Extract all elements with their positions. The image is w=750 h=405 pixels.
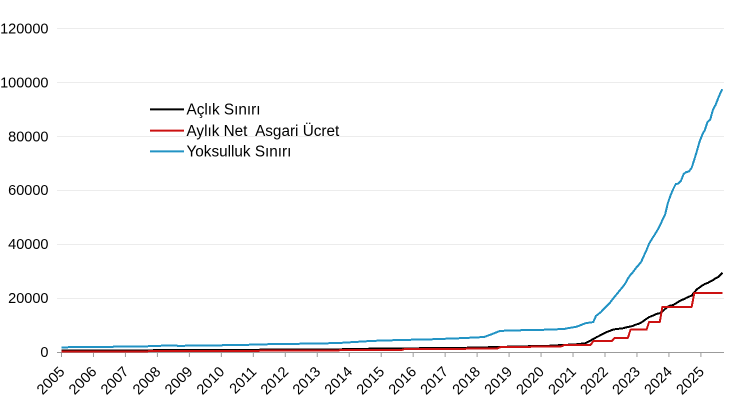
svg-text:Açlık Sınırı: Açlık Sınırı (187, 102, 261, 119)
svg-text:Yoksulluk Sınırı: Yoksulluk Sınırı (187, 144, 292, 161)
svg-text:80000: 80000 (8, 129, 48, 145)
svg-text:60000: 60000 (8, 183, 48, 199)
svg-text:100000: 100000 (0, 75, 48, 91)
svg-text:120000: 120000 (0, 22, 48, 38)
svg-text:0: 0 (40, 345, 48, 361)
svg-text:40000: 40000 (8, 237, 48, 253)
svg-text:20000: 20000 (8, 291, 48, 307)
svg-text:Aylık Net Asgari Ücret: Aylık Net Asgari Ücret (187, 122, 340, 140)
